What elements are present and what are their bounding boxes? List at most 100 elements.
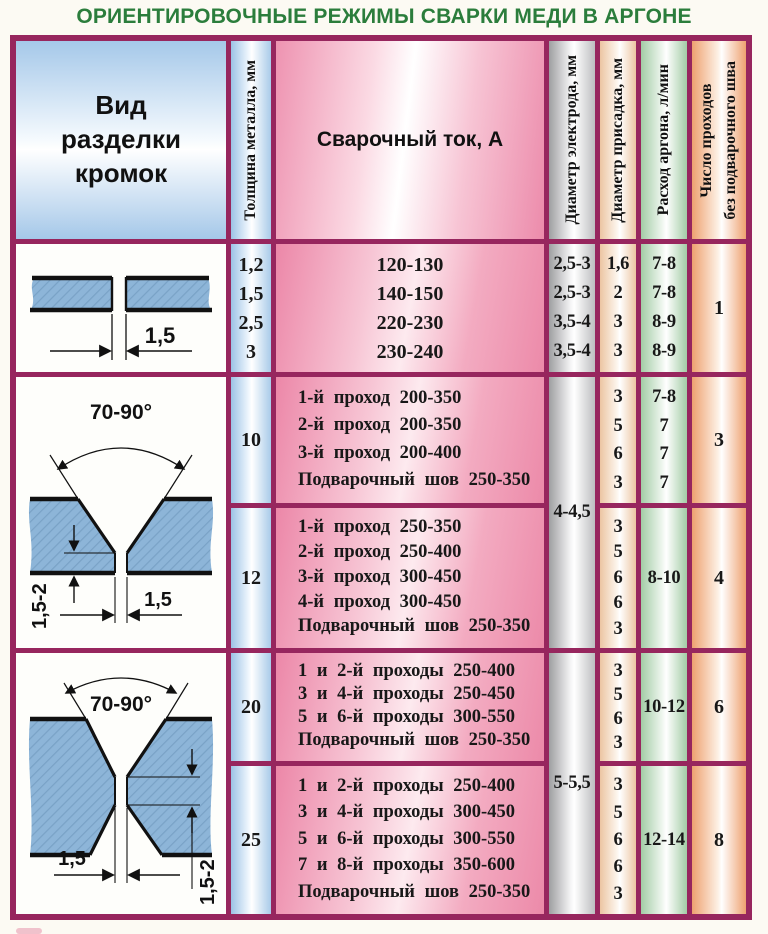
current-pass-line: 1 и 2-й проходы 250-400 xyxy=(298,661,515,682)
header-argon-flow: Расход аргона, л/мин xyxy=(641,41,687,239)
passes-value: 3 xyxy=(714,429,724,451)
filler-value: 6 xyxy=(613,567,623,588)
current-pass-line: 2-й проход 250-400 xyxy=(298,541,462,562)
butt-joint-diagram-cell: 1,5 xyxy=(16,244,226,372)
argon-value: 7-8 xyxy=(652,254,676,275)
current-pass-line: 7 и 8-й проходы 350-600 xyxy=(298,855,515,876)
header-filler-dia: Диаметр присадка, мм xyxy=(600,41,636,239)
header-current: Сварочный ток, А xyxy=(276,41,544,239)
filler-value: 5 xyxy=(613,415,623,436)
filler-value: 3 xyxy=(613,732,623,753)
gap-dimension-label: 1,5 xyxy=(144,589,172,611)
filler-value: 5 xyxy=(613,684,623,705)
thickness-value: 25 xyxy=(241,829,261,851)
filler-value: 6 xyxy=(613,444,623,464)
argon-cell: 7-8 7 7 7 xyxy=(641,377,687,503)
angle-dimension-label: 70-90° xyxy=(90,693,152,716)
argon-value: 7-8 xyxy=(652,387,676,407)
thickness-value: 3 xyxy=(246,340,256,363)
passes-cell: 6 xyxy=(692,653,746,761)
thickness-cell: 1,2 1,5 2,5 3 xyxy=(231,244,271,372)
filler-value: 1,6 xyxy=(606,254,630,275)
filler-cell: 1,6 2 3 3 xyxy=(600,244,636,372)
header-thickness-label: Толщина металла, мм xyxy=(242,59,259,221)
filler-value: 3 xyxy=(613,618,623,639)
header-passes: Число проходов без подварочного шва xyxy=(692,41,746,239)
filler-value: 6 xyxy=(613,856,623,877)
argon-value: 7 xyxy=(659,444,669,464)
passes-value: 1 xyxy=(714,297,724,319)
thickness-value: 1,5 xyxy=(238,282,264,305)
argon-value: 12-14 xyxy=(643,829,685,850)
gap-dimension-label: 1,5 xyxy=(58,848,86,870)
argon-value: 7 xyxy=(659,415,669,436)
filler-value: 6 xyxy=(613,829,623,850)
filler-value: 3 xyxy=(613,660,623,681)
electrode-cell-merged: 4-4,5 xyxy=(549,377,595,648)
argon-cell: 8-10 xyxy=(641,508,687,648)
current-cell: 1-й проход 200-350 2-й проход 200-350 3-… xyxy=(276,377,544,503)
thickness-value: 2,5 xyxy=(238,311,264,334)
thickness-value: 20 xyxy=(241,696,261,718)
header-thickness: Толщина металла, мм xyxy=(231,41,271,239)
electrode-cell: 2,5-3 2,5-3 3,5-4 3,5-4 xyxy=(549,244,595,372)
argon-value: 8-10 xyxy=(647,567,681,588)
current-cell: 1 и 2-й проходы 250-400 3 и 4-й проходы … xyxy=(276,653,544,761)
header-argon-flow-label: Расход аргона, л/мин xyxy=(655,64,672,216)
root-face-dimension-label: 1,5-2 xyxy=(29,583,51,629)
thickness-value: 1,2 xyxy=(238,253,264,276)
header-filler-dia-label: Диаметр присадка, мм xyxy=(609,57,626,223)
welding-modes-table: Вид разделки кромок Толщина металла, мм … xyxy=(10,35,752,920)
filler-value: 6 xyxy=(613,708,623,729)
x-groove-diagram-cell: 70-90° 1,5 1, xyxy=(16,653,226,914)
passes-value: 4 xyxy=(714,567,724,589)
filler-value: 3 xyxy=(613,472,623,493)
thickness-cell: 12 xyxy=(231,508,271,648)
header-electrode-dia: Диаметр электрода, мм xyxy=(549,41,595,239)
argon-cell: 12-14 xyxy=(641,766,687,914)
header-edge-prep: Вид разделки кромок xyxy=(16,41,226,239)
electrode-value: 3,5-4 xyxy=(553,341,591,362)
filler-value: 5 xyxy=(613,802,623,823)
filler-value: 3 xyxy=(613,341,623,362)
passes-cell: 8 xyxy=(692,766,746,914)
current-pass-line: Подварочный шов 250-350 xyxy=(298,730,531,751)
passes-value: 8 xyxy=(714,829,724,851)
argon-value: 8-9 xyxy=(652,312,676,333)
passes-cell: 1 xyxy=(692,244,746,372)
current-value: 230-240 xyxy=(376,340,444,363)
header-passes-label: Число проходов без подварочного шва xyxy=(698,60,739,220)
thickness-cell: 25 xyxy=(231,766,271,914)
current-value: 120-130 xyxy=(376,253,444,276)
thickness-cell: 20 xyxy=(231,653,271,761)
argon-value: 8-9 xyxy=(652,341,676,362)
header-edge-prep-label: Вид разделки кромок xyxy=(60,90,182,188)
current-pass-line: 1 и 2-й проходы 250-400 xyxy=(298,775,515,796)
header-current-label: Сварочный ток, А xyxy=(316,128,504,151)
current-pass-line: 3-й проход 300-450 xyxy=(298,566,462,587)
current-cell: 1-й проход 250-350 2-й проход 250-400 3-… xyxy=(276,508,544,648)
page-title: ОРИЕНТИРОВОЧНЫЕ РЕЖИМЫ СВАРКИ МЕДИ В АРГ… xyxy=(76,5,692,28)
v-groove-diagram: 70-90° 1,5-2 1,5 xyxy=(28,401,214,629)
v-groove-diagram-cell: 70-90° 1,5-2 1,5 xyxy=(16,377,226,648)
current-pass-line: 2-й проход 200-350 xyxy=(298,415,462,435)
filler-cell: 3 5 6 3 xyxy=(600,377,636,503)
filler-value: 3 xyxy=(613,387,623,407)
current-pass-line: 4-й проход 300-450 xyxy=(298,591,462,612)
electrode-value: 5-5,5 xyxy=(553,773,591,794)
current-pass-line: 5 и 6-й проходы 300-550 xyxy=(298,828,515,849)
current-pass-line: Подварочный шов 250-350 xyxy=(298,470,531,490)
header-electrode-dia-label: Диаметр электрода, мм xyxy=(563,55,580,225)
passes-cell: 4 xyxy=(692,508,746,648)
filler-cell: 3 5 6 3 xyxy=(600,653,636,761)
angle-dimension-label: 70-90° xyxy=(90,401,152,424)
filler-value: 3 xyxy=(613,516,623,537)
filler-value: 5 xyxy=(613,542,623,563)
thickness-value: 12 xyxy=(241,567,261,589)
electrode-value: 2,5-3 xyxy=(553,254,591,275)
thickness-value: 10 xyxy=(241,429,261,451)
argon-value: 10-12 xyxy=(643,696,685,717)
root-face-dimension-label: 1,5-2 xyxy=(197,859,219,905)
argon-value: 7-8 xyxy=(652,283,676,304)
filler-value: 3 xyxy=(613,775,623,796)
